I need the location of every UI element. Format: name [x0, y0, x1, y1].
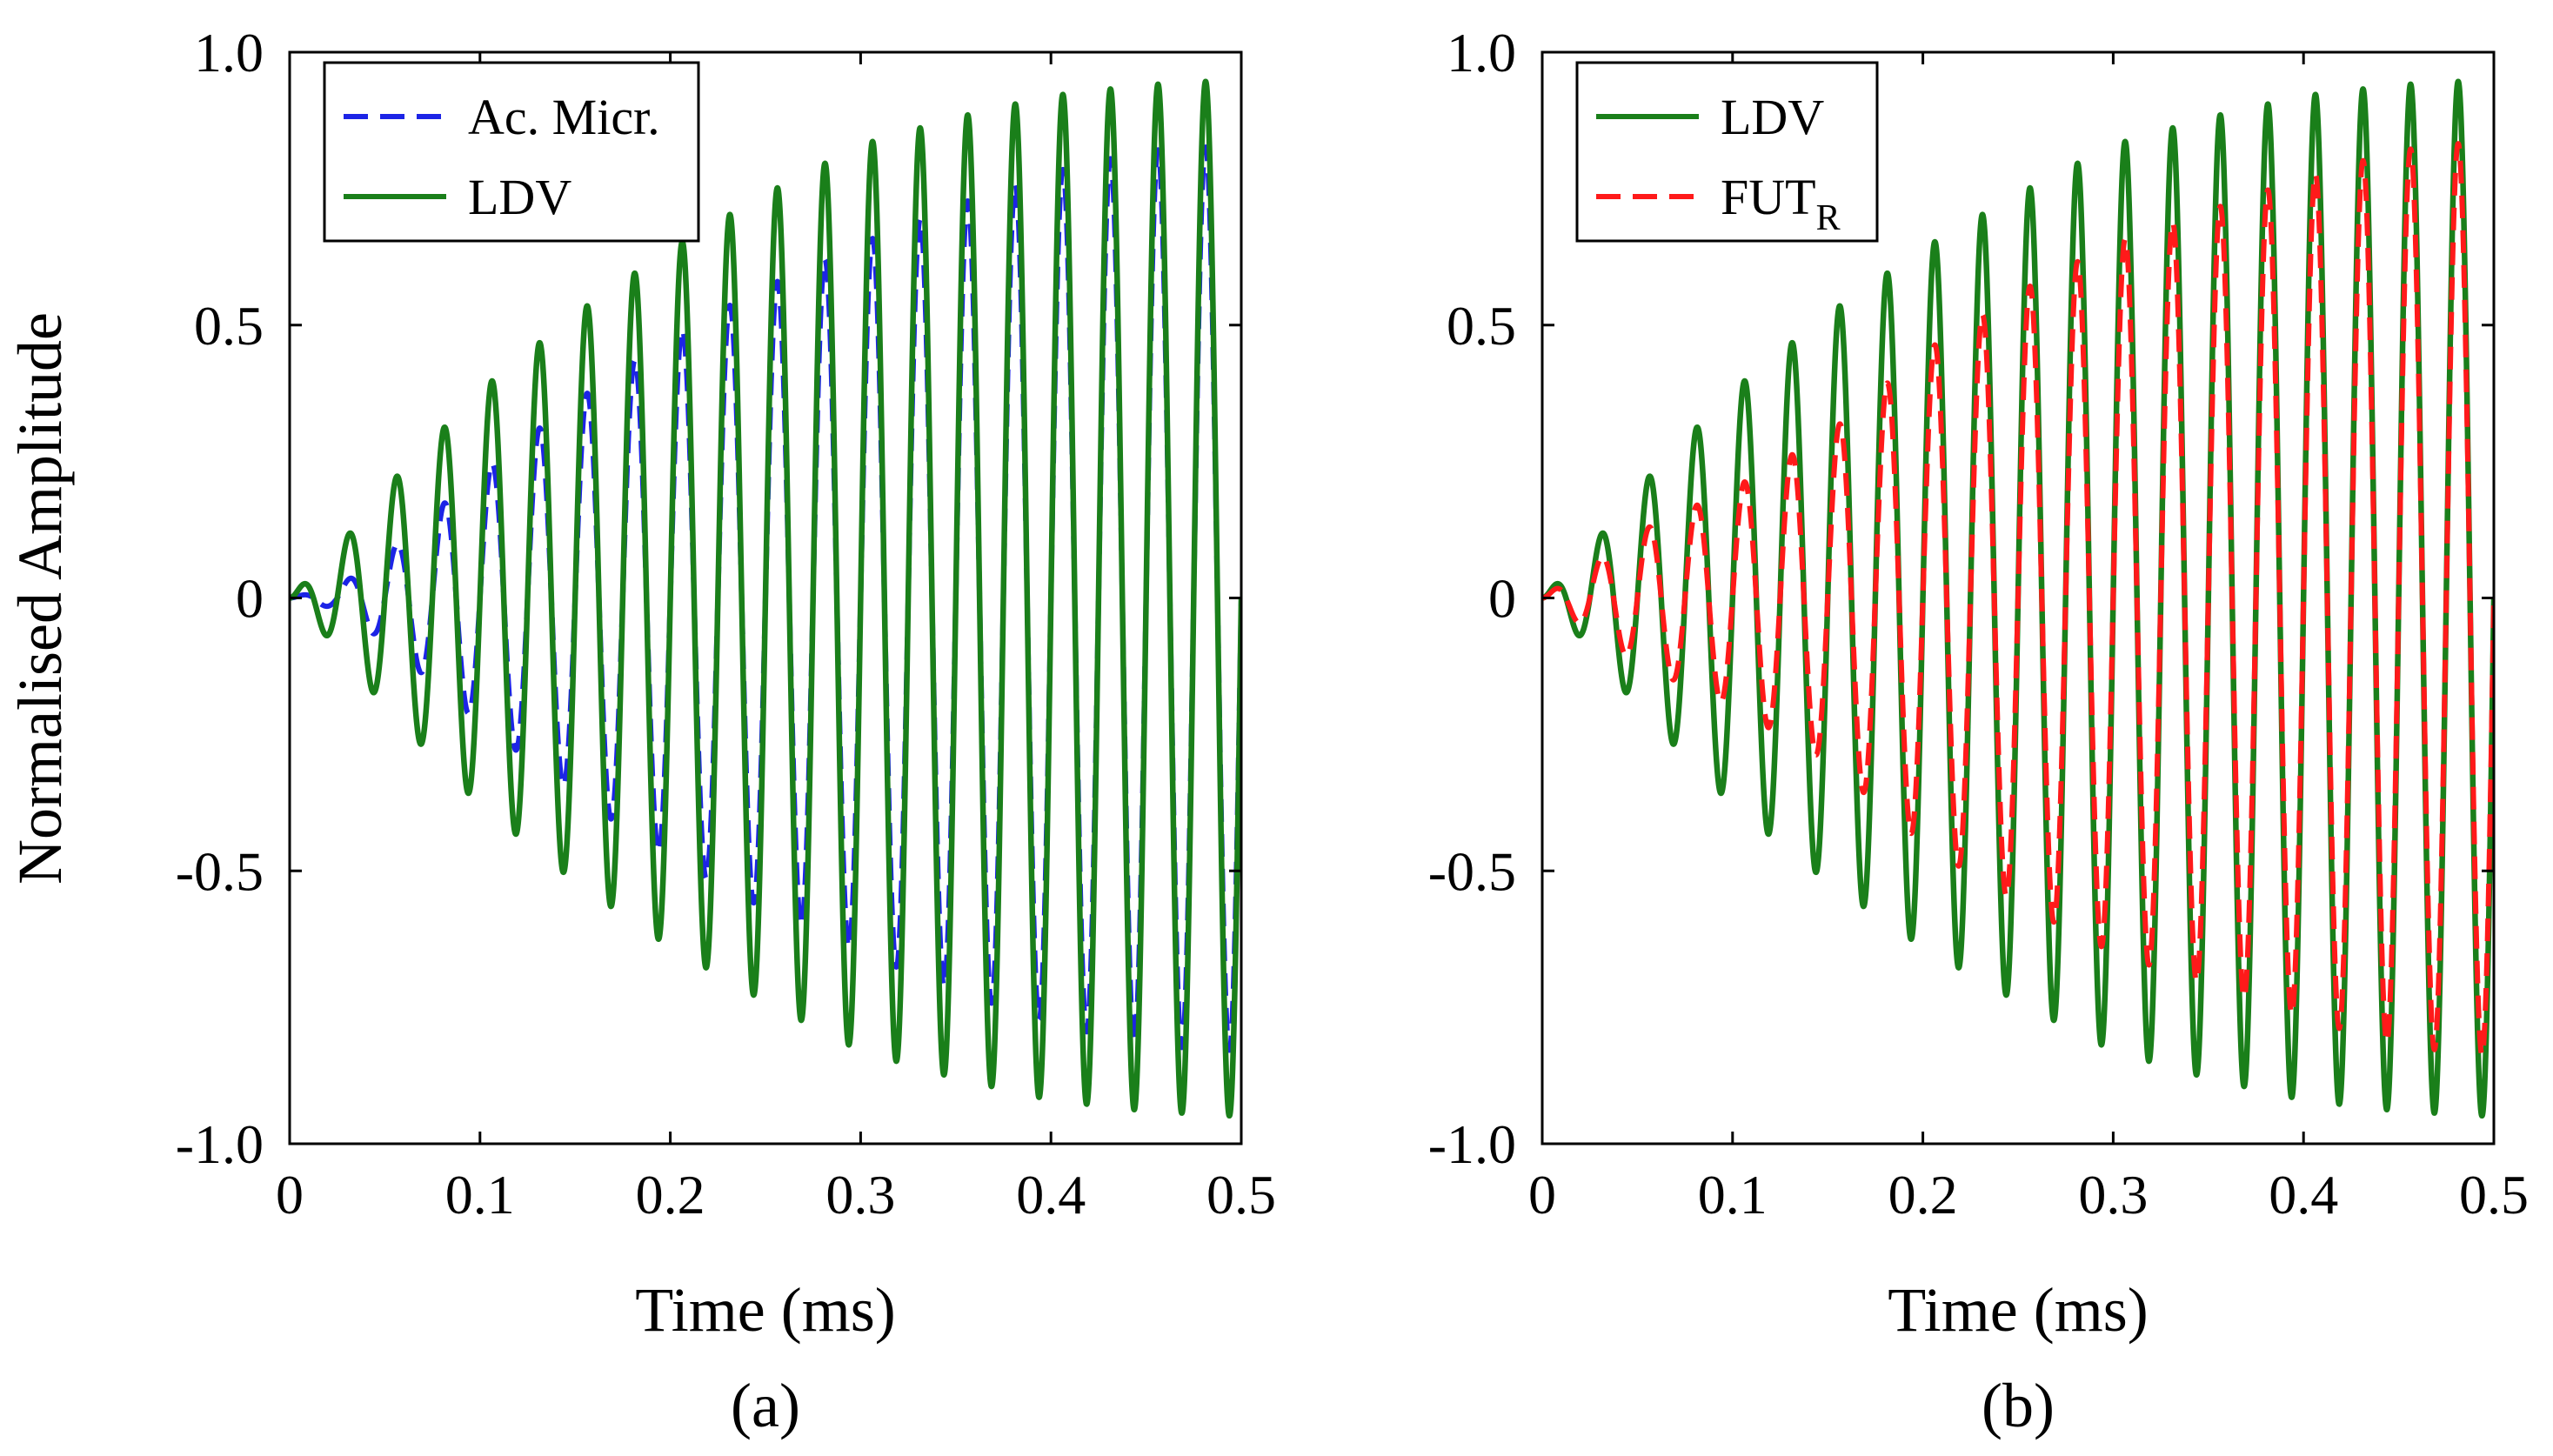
x-tick-label: 0.3: [2078, 1164, 2148, 1226]
x-tick-label: 0: [276, 1164, 304, 1226]
legend-box: [1575, 61, 1879, 243]
chart-panel-b: 0 0.1 0.2 0.3 0.4 0.5 1.0 0.5 0 -0.5 -1.0 Time (ms)…: [1428, 22, 2529, 1440]
series-group: [290, 78, 1241, 1119]
y-tick-label: -0.5: [176, 840, 264, 902]
legend-box: [323, 61, 700, 243]
x-tick-label: 0.4: [1016, 1164, 1086, 1226]
x-tick-label: 0.5: [2459, 1164, 2529, 1226]
x-tick-label: 0.4: [2269, 1164, 2338, 1226]
series-line-fut: [1542, 141, 2494, 1058]
y-tick-label: -1.0: [1428, 1113, 1516, 1175]
x-tick-label: 0.5: [1206, 1164, 1276, 1226]
x-tick-label: 0.2: [636, 1164, 705, 1226]
y-tick-label: 1.0: [194, 22, 264, 83]
x-tick-label: 0.2: [1888, 1164, 1958, 1226]
legend-label: LDV: [1721, 89, 1824, 145]
y-tick-label: -1.0: [176, 1113, 264, 1175]
y-axis-title: Normalised Amplitude: [5, 312, 75, 885]
legend: Ac. Micr. LDV: [323, 61, 700, 243]
y-tick-label: 1.0: [1447, 22, 1516, 83]
y-tick-label: 0.5: [194, 295, 264, 357]
y-tick-label: 0: [1488, 568, 1516, 630]
y-tick-label: 0.5: [1447, 295, 1516, 357]
chart-panel-a: 0 0.1 0.2 0.3 0.4 0.5 1.0 0.5 0 -0.5 -1.0 Time (ms)…: [176, 22, 1276, 1440]
panel-label: (b): [1982, 1371, 2055, 1440]
y-tick-label: -0.5: [1428, 840, 1516, 902]
legend-label: LDV: [468, 169, 571, 225]
x-tick-label: 0.1: [445, 1164, 515, 1226]
legend-label: Ac. Micr.: [468, 89, 660, 145]
x-tick-label: 0: [1528, 1164, 1556, 1226]
y-tick-label: 0: [236, 568, 264, 630]
panel-label: (a): [731, 1371, 800, 1440]
series-group: [1542, 78, 2494, 1119]
x-tick-label: 0.3: [825, 1164, 895, 1226]
series-line-ldv: [290, 78, 1241, 1119]
x-axis-title: Time (ms): [1888, 1275, 2148, 1345]
x-tick-label: 0.1: [1698, 1164, 1768, 1226]
x-axis-title: Time (ms): [635, 1275, 895, 1345]
